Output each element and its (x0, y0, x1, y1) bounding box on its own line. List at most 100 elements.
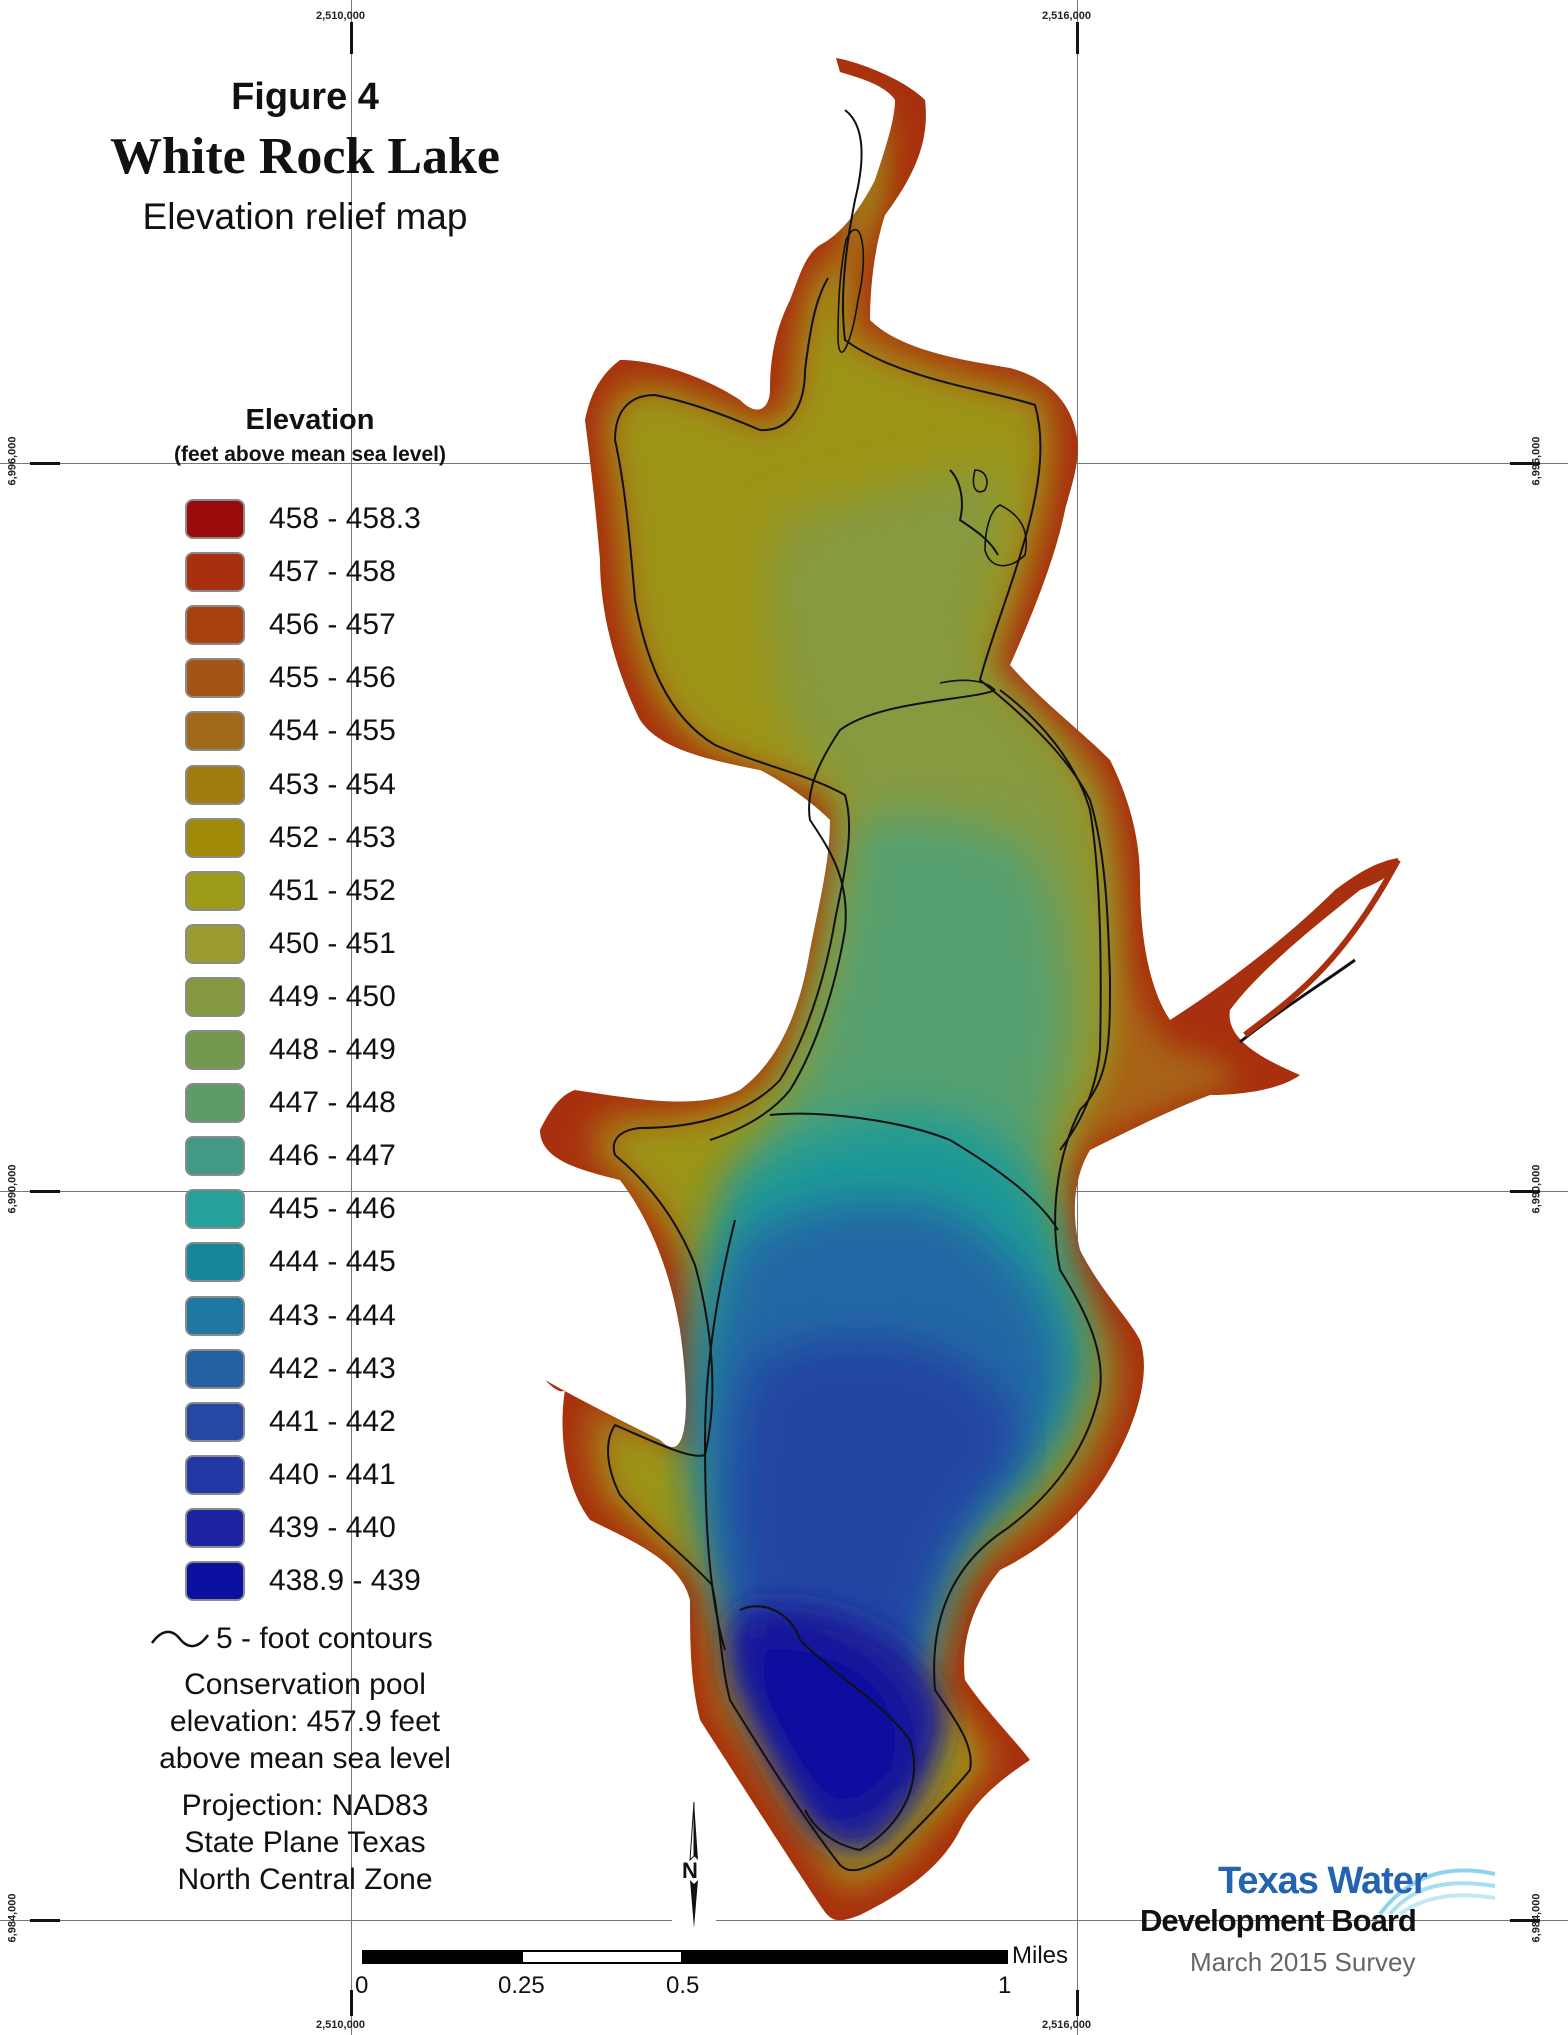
agency-name-line-1: Texas Water (1218, 1860, 1428, 1902)
survey-date: March 2015 Survey (1190, 1947, 1416, 1977)
legend-swatch (185, 1348, 245, 1389)
legend-label: 443 - 444 (269, 1298, 396, 1332)
north-label: N (682, 1858, 698, 1883)
contour-label: 5 - foot contours (216, 1622, 433, 1655)
tick-right-middle (1510, 1190, 1540, 1193)
tick-bottom-east (1076, 1990, 1079, 2016)
legend-swatch (185, 605, 245, 646)
legend-swatch (185, 1136, 245, 1177)
legend-swatch (185, 817, 245, 858)
scale-tick-one: 1 (998, 1972, 1012, 1999)
legend-item: 456 - 457 (185, 604, 396, 646)
figure-label: Figure 4 (231, 76, 379, 118)
legend-item: 455 - 456 (185, 657, 396, 699)
legend-label: 448 - 449 (269, 1033, 396, 1066)
grid-line-horizontal-south (0, 1920, 1568, 1921)
legend-label: 449 - 450 (269, 979, 396, 1013)
legend-label: 454 - 455 (269, 714, 396, 748)
legend-item: 448 - 449 (185, 1029, 396, 1071)
legend-label: 453 - 454 (269, 767, 396, 801)
legend-item: 441 - 442 (185, 1401, 396, 1443)
legend-label: 450 - 451 (269, 926, 396, 960)
legend-item: 449 - 450 (185, 976, 396, 1018)
tick-top-west (350, 22, 353, 54)
legend-item: 450 - 451 (185, 923, 396, 965)
north-arrow: N (672, 1800, 716, 1930)
legend-item: 447 - 448 (185, 1082, 396, 1124)
legend-label: 438.9 - 439 (269, 1564, 421, 1597)
easting-top-east: 2,516,000 (1042, 10, 1091, 22)
contour-legend: 5 - foot contours (150, 1622, 433, 1656)
agency-credit: Texas Water Development Board March 2015… (1140, 1860, 1496, 1978)
legend-label: 457 - 458 (269, 555, 396, 589)
legend-label: 444 - 445 (269, 1245, 396, 1279)
tick-top-east (1076, 22, 1079, 54)
tick-bottom-west (350, 1990, 353, 2016)
legend-label: 441 - 442 (269, 1404, 396, 1438)
elevation-legend: Elevation (feet above mean sea level) (120, 404, 500, 467)
legend-item: 444 - 445 (185, 1241, 396, 1283)
agency-name-line-2: Development Board (1140, 1903, 1417, 1938)
easting-bottom-west: 2,510,000 (316, 2019, 365, 2031)
legend-label: 456 - 457 (269, 608, 396, 642)
title-block: Figure 4 White Rock Lake Elevation relie… (60, 76, 550, 238)
lake-name: White Rock Lake (110, 128, 500, 185)
pool-note-line-3: above mean sea level (159, 1742, 451, 1775)
legend-label: 447 - 448 (269, 1086, 396, 1120)
projection-line-3: North Central Zone (177, 1863, 433, 1896)
legend-swatch (185, 1083, 245, 1124)
pool-note-line-1: Conservation pool (184, 1668, 426, 1701)
scale-segment-2 (523, 1952, 681, 1962)
scale-tick-half: 0.5 (666, 1972, 700, 1999)
scale-bar (362, 1950, 1008, 1964)
legend-swatch (185, 499, 245, 539)
projection-line-2: State Plane Texas (184, 1826, 426, 1859)
legend-label: 451 - 452 (269, 873, 396, 907)
legend-label: 442 - 443 (269, 1351, 396, 1385)
legend-item: 442 - 443 (185, 1348, 396, 1390)
legend-label: 445 - 446 (269, 1192, 396, 1226)
legend-item: 443 - 444 (185, 1295, 396, 1337)
scale-segment-1 (364, 1952, 523, 1962)
legend-swatch (185, 658, 245, 699)
easting-top-west: 2,510,000 (316, 10, 365, 22)
scale-tick-0: 0 (355, 1972, 369, 1999)
legend-swatch (185, 870, 245, 911)
legend-swatch (185, 1561, 245, 1601)
legend-label: 452 - 453 (269, 820, 396, 854)
easting-bottom-east: 2,516,000 (1042, 2019, 1091, 2031)
legend-item: 457 - 458 (185, 551, 396, 593)
legend-swatch (185, 764, 245, 805)
scale-segment-3 (681, 1952, 1006, 1962)
legend-label: 446 - 447 (269, 1139, 396, 1173)
legend-item: 451 - 452 (185, 870, 396, 912)
contour-line-icon (150, 1630, 210, 1648)
legend-item: 454 - 455 (185, 710, 396, 752)
legend-swatch (185, 711, 245, 752)
legend-swatch (185, 1189, 245, 1230)
legend-item: 440 - 441 (185, 1454, 396, 1496)
legend-item: 446 - 447 (185, 1135, 396, 1177)
legend-item: 458 - 458.3 (185, 498, 421, 540)
legend-label: 455 - 456 (269, 661, 396, 695)
tick-left-north (30, 462, 60, 465)
legend-swatch (185, 923, 245, 964)
legend-swatch (185, 1454, 245, 1495)
legend-swatch (185, 1507, 245, 1548)
legend-units: (feet above mean sea level) (174, 443, 446, 466)
water-wave-logo-icon (1378, 1868, 1496, 1916)
legend-title: Elevation (245, 404, 375, 436)
north-arrow-icon (689, 1801, 698, 1928)
scale-tick-quarter: 0.25 (498, 1972, 545, 1999)
tick-right-north (1510, 462, 1540, 465)
legend-swatch (185, 976, 245, 1017)
map-notes: Conservation pool elevation: 457.9 feet … (120, 1666, 490, 1898)
tick-right-south (1510, 1919, 1540, 1922)
legend-swatch (185, 1401, 245, 1442)
legend-swatch (185, 552, 245, 593)
tick-left-south (30, 1919, 60, 1922)
map-subtitle: Elevation relief map (142, 196, 468, 237)
legend-label: 440 - 441 (269, 1457, 396, 1491)
legend-swatch (185, 1295, 245, 1336)
projection-line-1: Projection: NAD83 (181, 1789, 429, 1822)
